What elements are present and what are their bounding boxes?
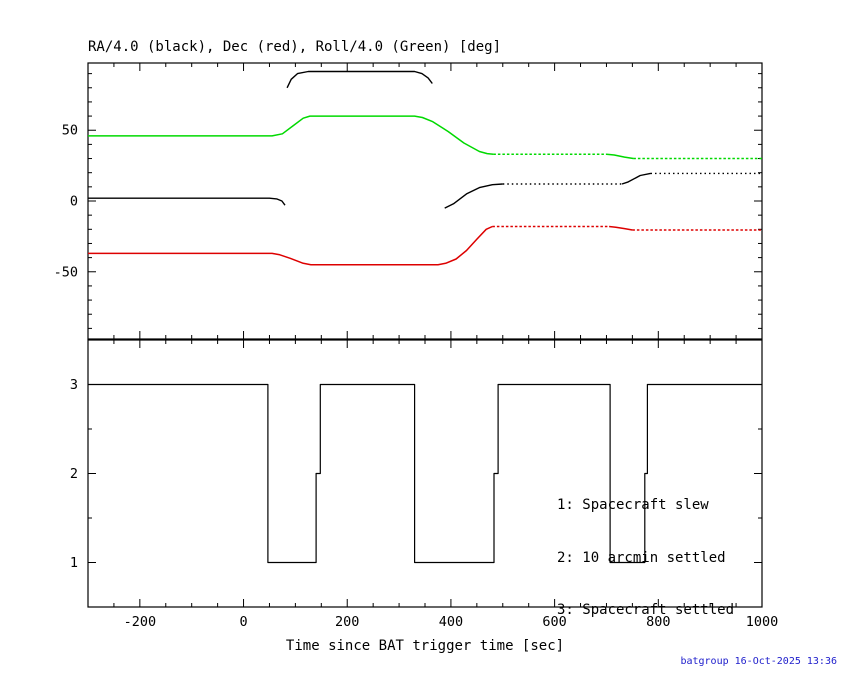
series-roll-div4-green	[88, 115, 762, 160]
x-tick-label: 1000	[746, 614, 779, 630]
state-legend: 1: Spacecraft slew 2: 10 arcmin settled …	[557, 462, 734, 655]
y-tick-label: 0	[70, 194, 78, 210]
y-tick-label: 1	[70, 555, 78, 571]
x-tick-label: 800	[646, 614, 670, 630]
y-tick-label: -50	[54, 264, 78, 280]
credit-text: batgroup 16-Oct-2025 13:36	[680, 656, 837, 667]
y-tick-label: 3	[70, 377, 78, 393]
x-tick-label: 400	[439, 614, 463, 630]
series-settling-state	[88, 383, 762, 564]
series-segment	[88, 383, 762, 564]
x-tick-label: 0	[239, 614, 247, 630]
series-segment	[88, 197, 286, 206]
series-segment	[444, 183, 503, 209]
x-tick-label: 600	[542, 614, 566, 630]
series-segment	[88, 115, 494, 156]
x-tick-label: -200	[124, 614, 157, 630]
series-segment	[286, 70, 433, 89]
series-segment	[609, 225, 633, 231]
panel-1: -50 0 50	[54, 62, 763, 340]
x-axis-title: Time since BAT trigger time [sec]	[285, 638, 565, 654]
series-dec-red	[88, 225, 762, 266]
legend-item-settled: 3: Spacecraft settled	[557, 602, 735, 618]
legend-item-slew: 1: Spacecraft slew	[557, 497, 709, 513]
series-segment	[606, 153, 634, 160]
panel-frame	[87, 62, 763, 340]
series-ra-div4-black	[88, 70, 762, 209]
x-tick-label: 200	[335, 614, 359, 630]
legend-item-10arcmin: 2: 10 arcmin settled	[557, 549, 726, 566]
panel-2: -200 0 200 400 600 800 1000 1 2 3	[70, 339, 779, 630]
y-tick-label: 2	[70, 466, 78, 482]
y-tick-label: 50	[62, 123, 78, 139]
series-segment	[621, 172, 651, 185]
plot-title: RA/4.0 (black), Dec (red), Roll/4.0 (Gre…	[88, 39, 502, 55]
series-segment	[88, 225, 493, 266]
